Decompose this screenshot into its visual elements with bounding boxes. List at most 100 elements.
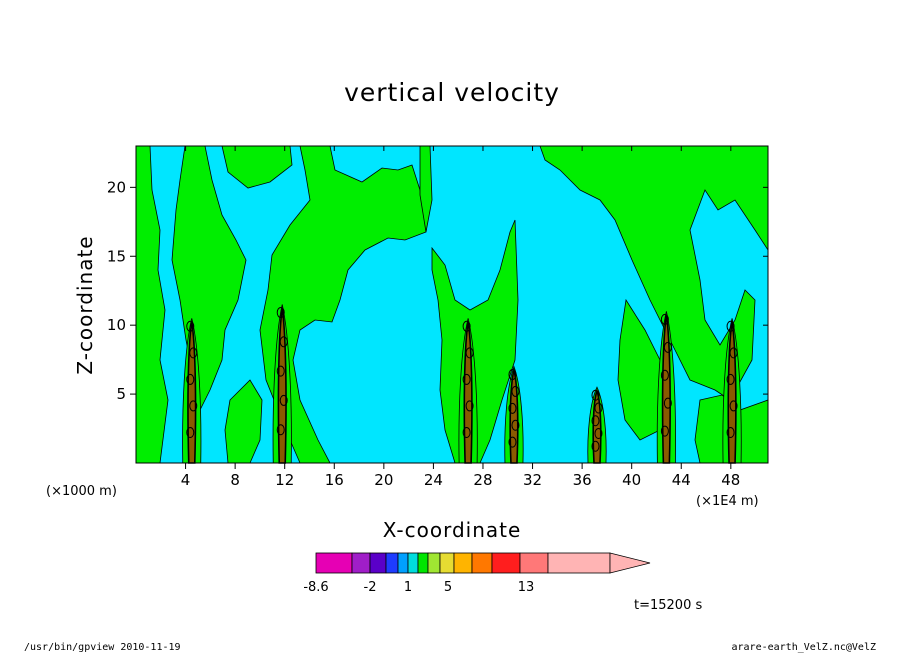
footer-left: /usr/bin/gpview 2010-11-19 — [24, 642, 181, 653]
colorbar-swatch — [369, 552, 387, 574]
green-region-center-left — [259, 145, 429, 464]
updraft-core — [509, 367, 519, 464]
updraft-core — [661, 315, 671, 464]
colorbar-swatch — [471, 552, 493, 574]
updraft-contour — [508, 402, 517, 414]
updraft-contour — [276, 365, 285, 377]
updraft-column — [272, 304, 292, 464]
updraft-contour — [663, 341, 672, 353]
updraft-column — [722, 318, 742, 464]
updraft-contour — [591, 415, 600, 427]
x-tick-label: 44 — [672, 471, 691, 489]
x-tick-label: 4 — [181, 471, 191, 489]
updraft-column — [504, 365, 524, 464]
colorbar-label: 13 — [518, 580, 535, 595]
updraft-contour — [189, 400, 198, 412]
updraft-contour — [186, 426, 195, 438]
colorbar-swatch — [427, 552, 441, 574]
updraft-contour — [591, 440, 600, 452]
updraft-contour — [276, 307, 285, 318]
x-tick-label: 20 — [374, 471, 393, 489]
y-axis: 5 10 15 20 — [107, 178, 768, 403]
x-tick-label: 16 — [325, 471, 344, 489]
y-tick-label: 10 — [107, 316, 126, 334]
updraft-column — [587, 386, 607, 464]
x-unit-right: (×1E4 m) — [696, 494, 759, 509]
footer-right: arare-earth_VelZ.nc@VelZ — [732, 642, 877, 653]
colorbar-labels: -8.6 -2 1 5 13 — [303, 580, 534, 595]
x-unit-left: (×1000 m) — [46, 484, 117, 499]
x-tick-label: 28 — [473, 471, 492, 489]
colorbar-swatch — [351, 552, 371, 574]
colorbar-extension — [609, 552, 651, 574]
green-region-right-top — [539, 145, 769, 401]
colorbar-swatch — [439, 552, 455, 574]
chart-title: vertical velocity — [344, 78, 560, 107]
x-tick-label: 32 — [523, 471, 542, 489]
plot-frame — [135, 145, 769, 464]
updraft-contour — [186, 373, 195, 385]
updraft-contour — [511, 419, 520, 431]
updraft-contour — [660, 313, 669, 325]
updraft-contour — [465, 400, 474, 412]
colorbar-swatch — [385, 552, 399, 574]
updraft-contour — [279, 336, 288, 348]
updraft-contour — [511, 385, 520, 397]
green-region-right-middle — [617, 298, 671, 441]
updraft-contour — [726, 426, 735, 438]
updraft-contour — [591, 389, 600, 401]
y-tick-label: 5 — [116, 385, 126, 403]
x-tick-label: 24 — [424, 471, 443, 489]
updraft-contour — [594, 402, 603, 414]
colorbar — [315, 552, 651, 574]
updraft-column — [182, 318, 202, 464]
y-tick-label: 15 — [107, 247, 126, 265]
plot-area — [135, 145, 769, 464]
updraft-contour — [594, 427, 603, 439]
updraft-contour — [663, 397, 672, 409]
updraft-contour — [462, 426, 471, 438]
y-tick-label: 20 — [107, 178, 126, 196]
updraft-core — [592, 389, 602, 464]
colorbar-swatch — [315, 552, 353, 574]
updraft-contour — [465, 347, 474, 359]
colorbar-label: -2 — [364, 580, 377, 595]
updraft-contour — [508, 436, 517, 448]
colorbar-swatch — [491, 552, 521, 574]
updraft-contour — [729, 400, 738, 412]
colorbar-label: 1 — [404, 580, 412, 595]
x-axis-title: X-coordinate — [383, 518, 522, 542]
colorbar-swatch — [547, 552, 611, 574]
x-tick-label: 12 — [275, 471, 294, 489]
updraft-contour — [189, 347, 198, 359]
updraft-column — [656, 311, 676, 464]
updraft-contour — [462, 320, 471, 332]
green-region-center — [431, 219, 519, 464]
updraft-contour — [729, 347, 738, 359]
updraft-contour — [186, 320, 195, 332]
colorbar-swatch — [453, 552, 473, 574]
updraft-contour — [279, 394, 288, 406]
time-label: t=15200 s — [634, 598, 702, 613]
updraft-core — [727, 322, 737, 464]
updraft-contour — [462, 373, 471, 385]
updraft-core — [463, 322, 473, 464]
x-tick-label: 8 — [230, 471, 240, 489]
updraft-contour — [508, 369, 517, 381]
green-region-bottom-left — [224, 379, 263, 464]
updraft-columns — [182, 304, 742, 464]
colorbar-label: 5 — [444, 580, 452, 595]
updraft-contour — [726, 373, 735, 385]
colorbar-swatch — [397, 552, 409, 574]
colorbar-swatch — [407, 552, 419, 574]
colorbar-label: -8.6 — [303, 580, 328, 595]
updraft-contour — [276, 424, 285, 436]
x-tick-label: 48 — [721, 471, 740, 489]
updraft-contour — [660, 369, 669, 381]
updraft-contour — [726, 320, 735, 332]
x-axis: 4 8 12 16 20 24 28 32 36 40 44 48 — [181, 146, 740, 489]
updraft-column — [458, 318, 478, 464]
colorbar-swatch — [417, 552, 429, 574]
x-tick-label: 40 — [622, 471, 641, 489]
